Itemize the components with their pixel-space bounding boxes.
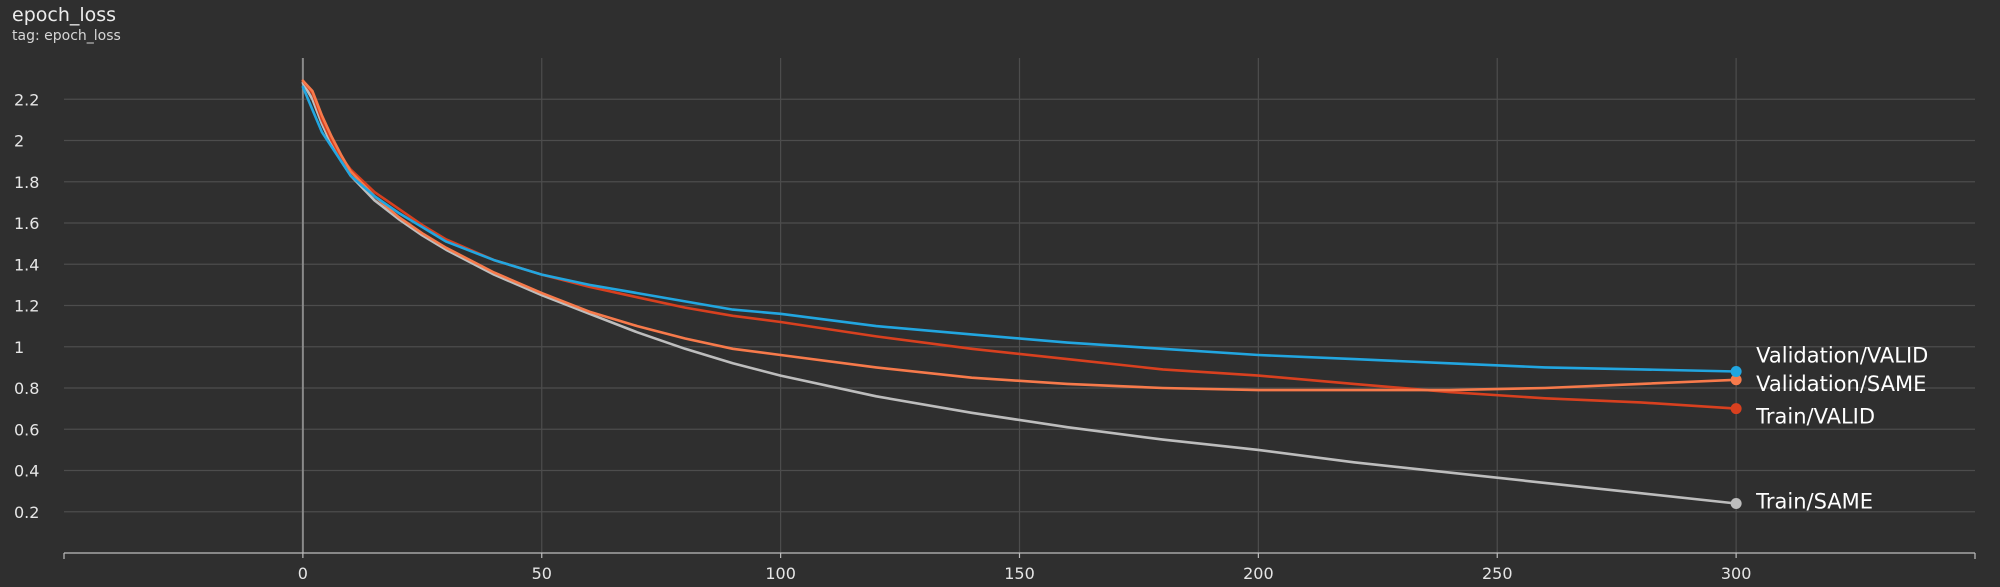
series-end-marker-validation-same [1730, 374, 1742, 386]
series-end-marker-validation-valid [1730, 366, 1742, 377]
y-tick-label: 0.8 [14, 379, 39, 398]
series-line-validation-valid [301, 85, 1738, 373]
y-tick-label: 0.2 [14, 503, 39, 522]
chart-subtitle: tag: epoch_loss [12, 28, 121, 44]
grid [64, 58, 1975, 553]
y-tick-label: 0.6 [14, 420, 39, 439]
x-tick-label: 250 [1482, 564, 1513, 583]
y-tick-label: 0.4 [14, 462, 39, 481]
series-end-marker-train-valid [1730, 403, 1742, 415]
y-tick-label: 1.4 [14, 255, 39, 274]
x-tick-label: 150 [1004, 564, 1035, 583]
chart-title: epoch_loss [12, 4, 117, 26]
series-label-validation-same: Validation/SAME [1756, 372, 1926, 396]
y-tick-label: 1.6 [14, 214, 39, 233]
x-tick-label: 300 [1721, 564, 1752, 583]
series-labels: Train/SAME Train/VALID Validation/SAME Vali… [1755, 344, 1928, 514]
series-end-marker-train-same [1730, 498, 1742, 509]
y-tick-label: 2 [14, 132, 24, 151]
series-label-validation-valid: Validation/VALID [1756, 344, 1928, 368]
x-tick-label: 50 [532, 564, 552, 583]
series-end-markers [1730, 366, 1742, 509]
series-label-train-valid: Train/VALID [1755, 405, 1875, 429]
y-tick-label: 2.2 [14, 90, 39, 109]
series-label-train-same: Train/SAME [1755, 490, 1873, 514]
x-tick-label: 200 [1243, 564, 1274, 583]
x-tick-label: 0 [298, 564, 308, 583]
axes: 0.2 0.4 0.6 0.8 1 1.2 1.4 1.6 1.8 2 2.2 0 50 100 150 20… [14, 90, 1976, 583]
y-tick-label: 1.8 [14, 173, 39, 192]
series-line-validation-same [301, 79, 1738, 392]
series-lines [301, 79, 1738, 505]
y-tick-label: 1 [14, 338, 24, 357]
y-tick-label: 1.2 [14, 297, 39, 316]
x-tick-label: 100 [765, 564, 796, 583]
